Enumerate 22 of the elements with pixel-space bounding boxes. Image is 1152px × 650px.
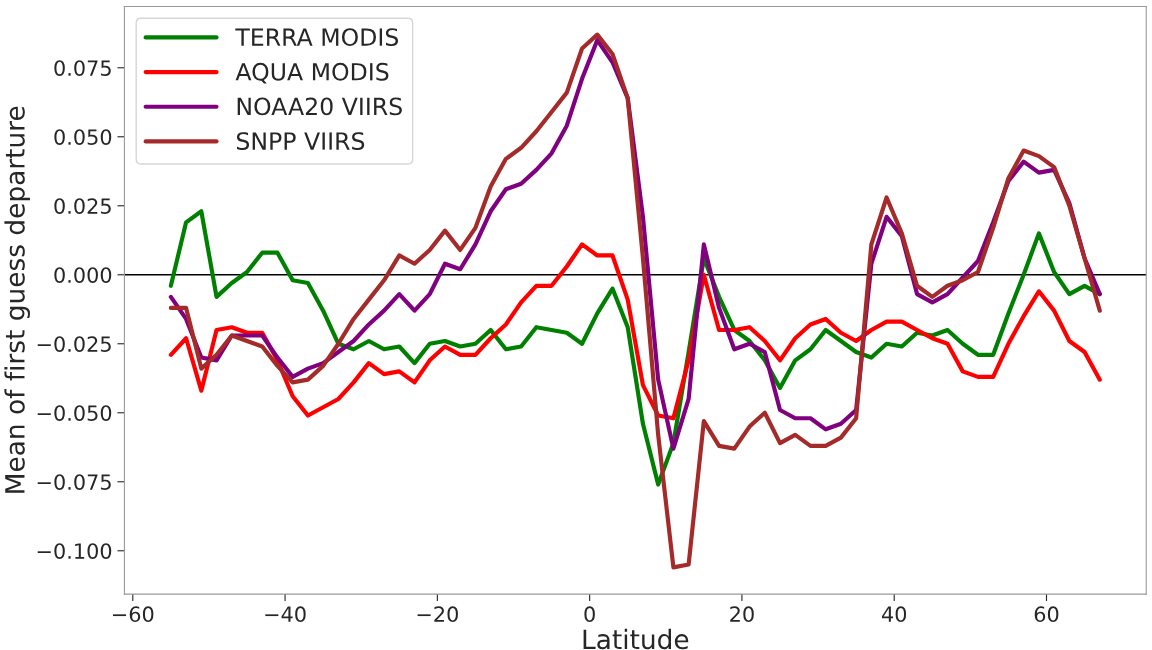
- x-tick-label: −60: [113, 606, 154, 623]
- x-tick-label: 60: [1034, 606, 1059, 623]
- legend-label: AQUA MODIS: [235, 62, 389, 84]
- y-tick-label: 0.075: [54, 60, 111, 76]
- legend-label: NOAA20 VIIRS: [237, 97, 402, 116]
- y-axis-title: Mean of first guess departure: [4, 106, 30, 493]
- y-tick-label: −0.075: [37, 474, 111, 490]
- line-series: [168, 242, 1102, 421]
- y-tick-label: 0.025: [54, 198, 111, 214]
- x-tick-label: 40: [881, 606, 907, 623]
- x-tick-label: −40: [265, 606, 306, 623]
- x-axis-title: Latitude: [583, 628, 689, 650]
- y-tick-label: 0.000: [54, 267, 112, 283]
- y-tick-label: −0.100: [37, 543, 112, 559]
- y-tick-label: 0.050: [54, 129, 112, 145]
- x-tick-label: 20: [730, 606, 754, 623]
- y-tick-label: −0.025: [37, 336, 111, 352]
- legend-label: TERRA MODIS: [235, 28, 399, 47]
- y-tick-label: −0.050: [37, 405, 112, 421]
- legend-label: SNPP VIIRS: [236, 132, 365, 150]
- x-tick-label: 0: [584, 606, 595, 623]
- x-tick-label: −20: [417, 606, 458, 623]
